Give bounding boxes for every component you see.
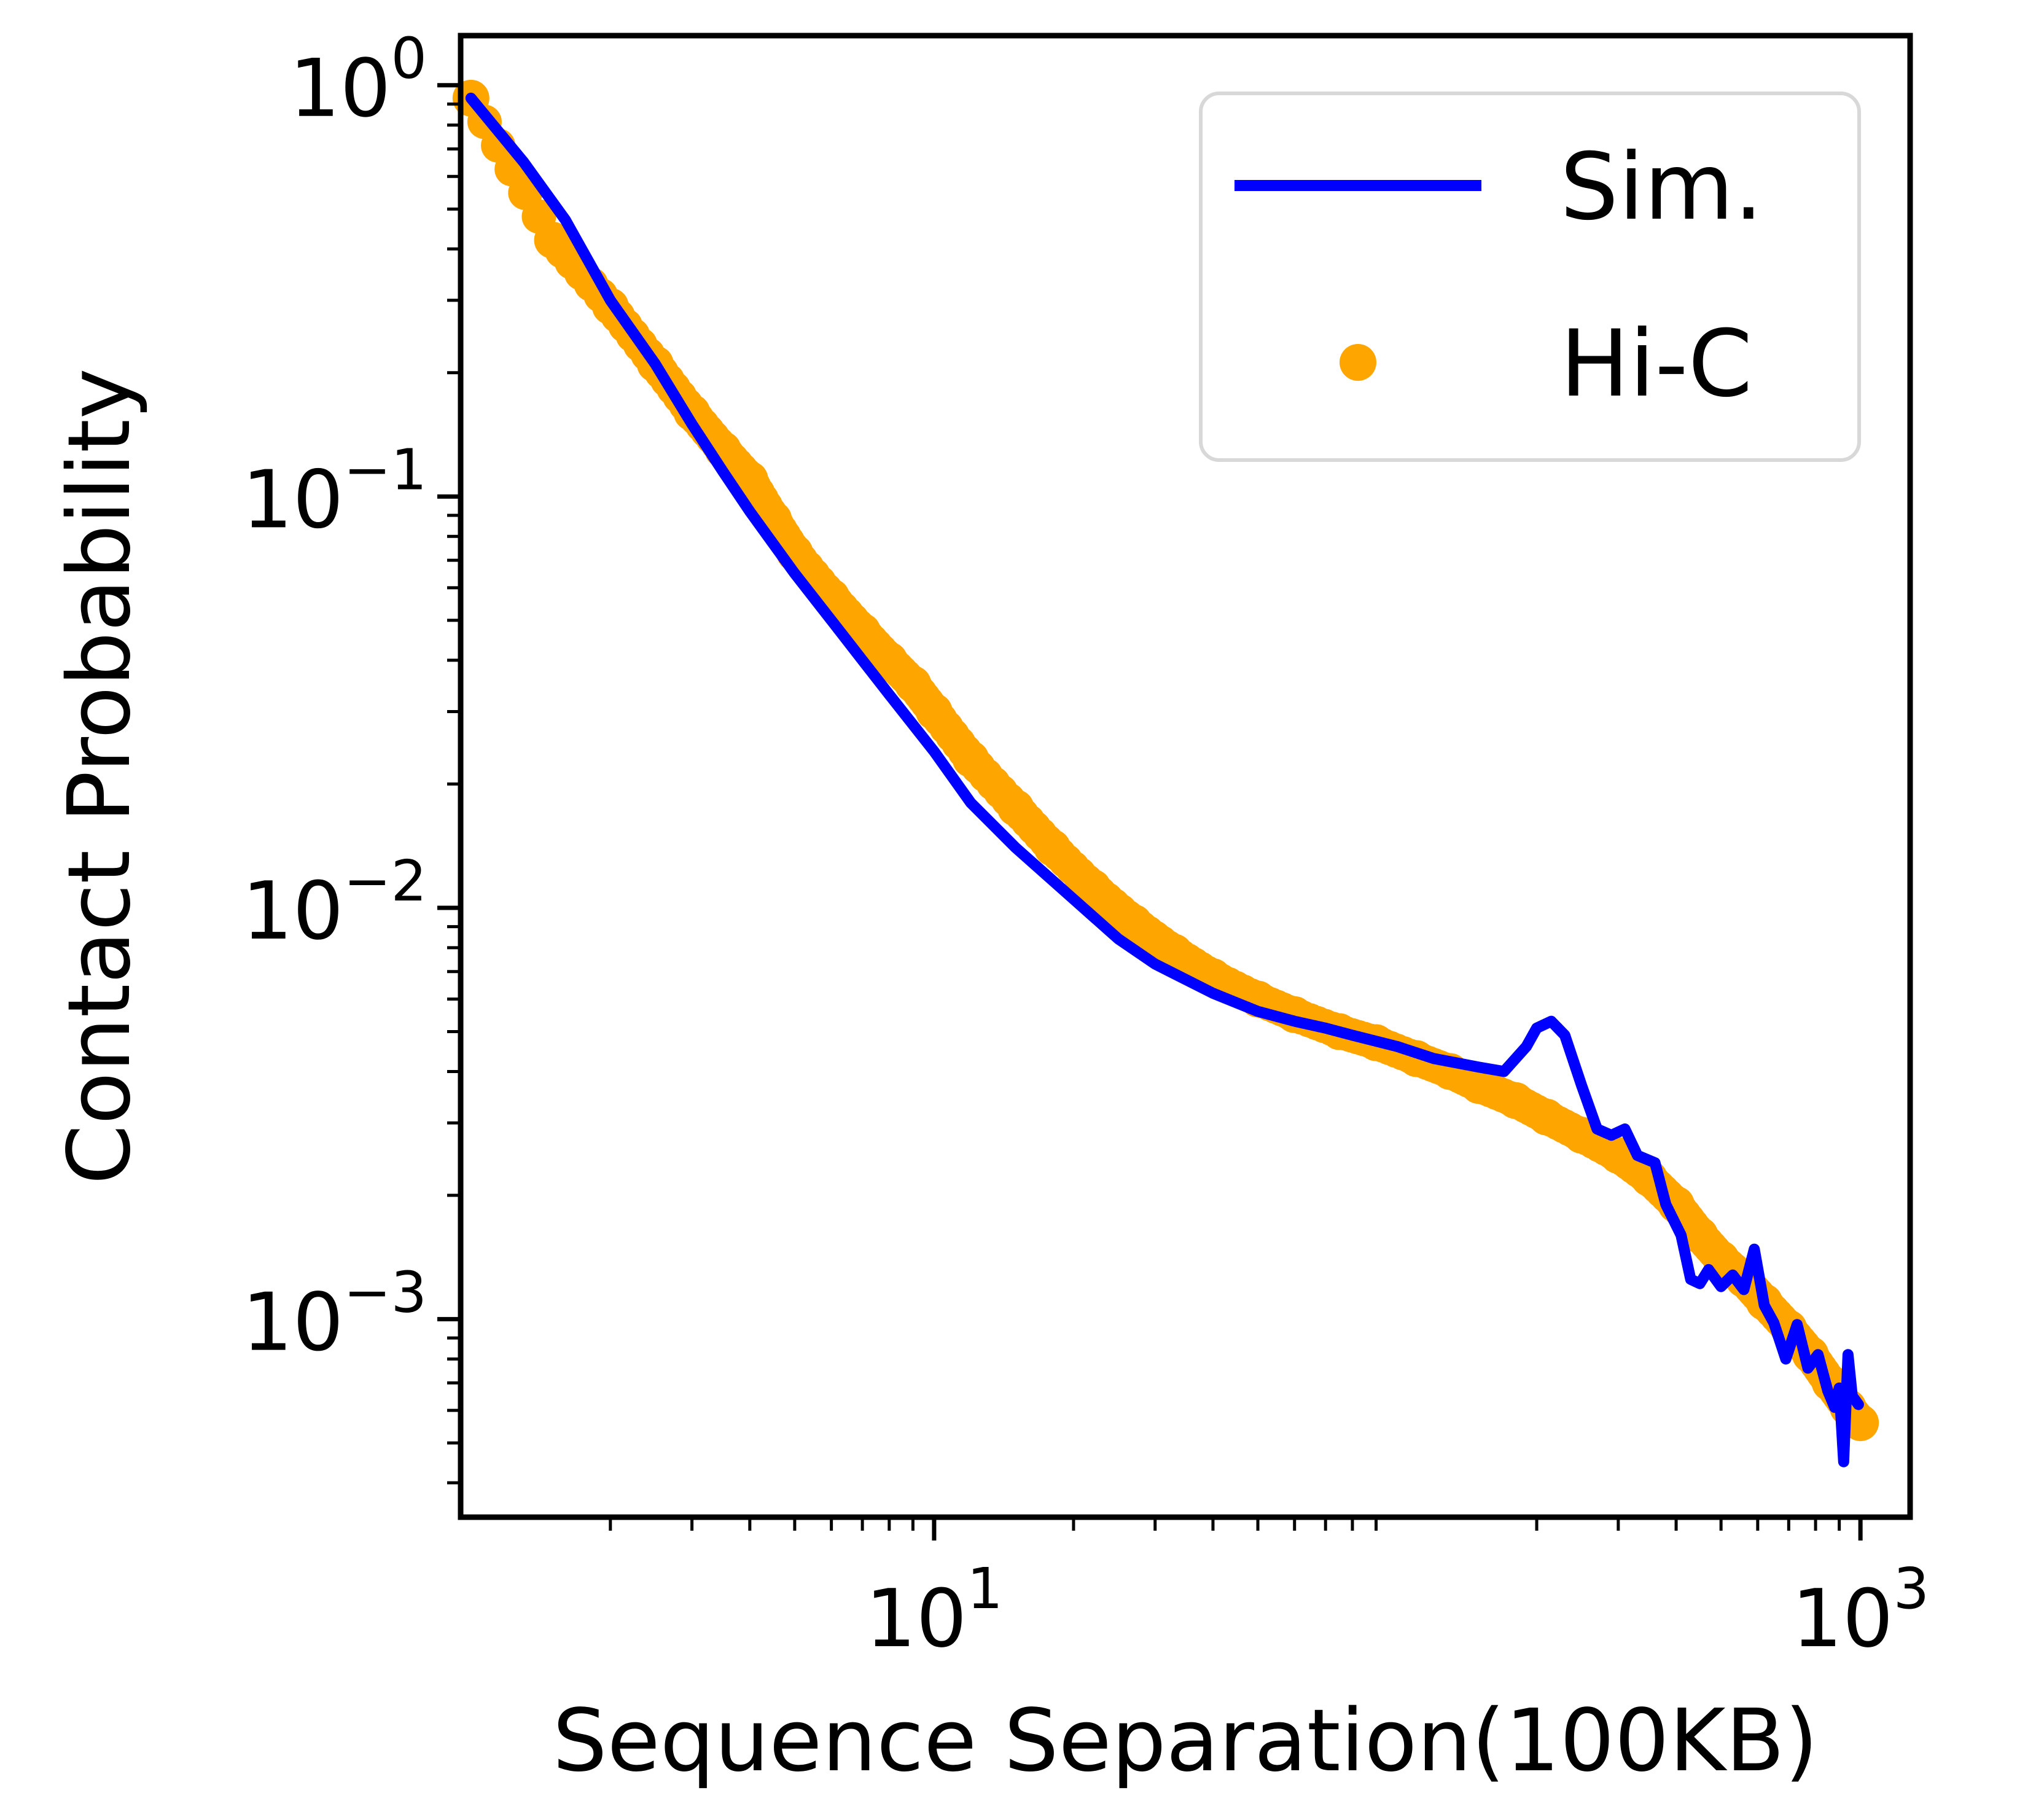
x-minor-ticks [609,1517,1841,1531]
legend: Sim. Hi-C [1199,92,1861,462]
legend-hic-swatch [1340,344,1376,381]
sim-series-line [465,92,1864,1467]
hic-point [1842,1404,1879,1442]
x-axis-label: Sequence Separation(100KB) [553,1691,1819,1791]
plot-area-frame [458,33,1913,1520]
x-tick-label: 103 [1792,1556,1929,1665]
x-axis-ticks: 101 103 [865,1517,1929,1665]
y-tick-label: 10−3 [242,1260,427,1369]
y-minor-ticks [447,102,461,1485]
y-tick-label: 100 [289,26,427,135]
legend-hic-label: Hi-C [1560,311,1752,418]
x-tick-label: 101 [865,1556,1003,1665]
y-axis-ticks: 100 10−1 10−2 10−3 [242,26,461,1369]
y-tick-label: 10−1 [242,437,427,546]
legend-sim-label: Sim. [1560,134,1763,241]
y-axis-label: Contact Probability [50,368,150,1184]
y-tick-label: 10−2 [242,848,427,958]
